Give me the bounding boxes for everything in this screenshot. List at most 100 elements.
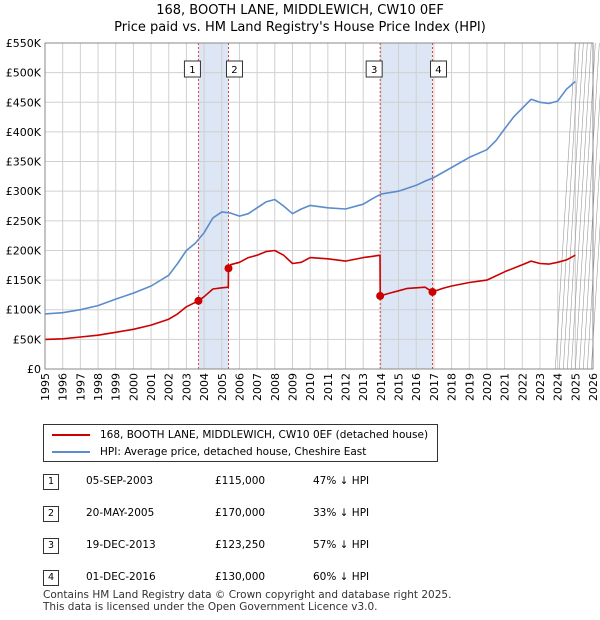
x-tick-label: 2019 (463, 373, 476, 401)
y-tick-label: £400K (6, 126, 42, 139)
x-tick-label: 2014 (375, 373, 388, 401)
hatch-line (571, 42, 592, 370)
legend-item-hpi: HPI: Average price, detached house, Ches… (52, 444, 366, 460)
sale-label-box (183, 60, 201, 78)
sale-label-text: 4 (435, 65, 441, 76)
transaction-number: 1 (43, 474, 59, 490)
x-tick-label: 2005 (216, 373, 229, 401)
x-tick-label: 2020 (481, 373, 494, 401)
y-tick-label: £50K (13, 333, 42, 346)
transaction-price: £115,000 (215, 475, 266, 487)
y-tick-label: £450K (6, 96, 42, 109)
hatch-line (575, 42, 596, 370)
sale-label-text: 1 (189, 65, 195, 76)
x-tick-label: 2018 (446, 373, 459, 401)
x-tick-label: 2026 (587, 373, 600, 401)
transaction-price: £170,000 (215, 507, 266, 519)
sale-marker (428, 287, 437, 296)
sale-markers (194, 264, 437, 305)
x-tick-label: 1997 (74, 373, 87, 401)
x-tick-label: 2010 (304, 373, 317, 401)
sale-label-box (225, 60, 243, 78)
x-tick-label: 1998 (92, 373, 105, 401)
highlight-band (198, 43, 229, 369)
sale-marker (194, 296, 203, 305)
y-tick-label: £250K (6, 215, 42, 228)
transaction-row: 1 05-SEP-2003 £115,000 47% ↓ HPI (43, 472, 563, 492)
x-tick-label: 2002 (163, 373, 176, 401)
axes (44, 42, 594, 370)
x-tick-label: 2024 (552, 373, 565, 401)
highlight-band (380, 43, 433, 369)
x-tick-label: 2011 (322, 373, 335, 401)
transaction-number: 3 (43, 538, 59, 554)
x-tick-label: 2016 (410, 373, 423, 401)
x-tick-label: 2013 (357, 373, 370, 401)
hatch-line (563, 42, 584, 370)
transaction-date: 19-DEC-2013 (86, 539, 156, 551)
transaction-hpi-diff: 33% ↓ HPI (313, 507, 370, 519)
sale-marker (224, 264, 233, 273)
sale-label-text: 3 (371, 65, 377, 76)
transaction-hpi-diff: 60% ↓ HPI (313, 571, 370, 583)
x-tick-label: 2007 (251, 373, 264, 401)
chart-legend: 168, BOOTH LANE, MIDDLEWICH, CW10 0EF (d… (43, 424, 438, 462)
sale-number-labels: 1 2 3 4 (183, 60, 447, 78)
transaction-date: 05-SEP-2003 (86, 475, 154, 487)
tick-labels: £0 £50K £100K £150K £200K £250K £300K £350K £400… (6, 37, 600, 401)
legend-swatch-blue (52, 451, 90, 453)
legend-label-property: 168, BOOTH LANE, MIDDLEWICH, CW10 0EF (d… (100, 429, 429, 441)
x-tick-label: 1996 (57, 373, 70, 401)
legend-item-property: 168, BOOTH LANE, MIDDLEWICH, CW10 0EF (d… (52, 427, 428, 443)
footer-attribution: Contains HM Land Registry data © Crown c… (43, 589, 451, 613)
legend-label-hpi: HPI: Average price, detached house, Ches… (100, 446, 367, 458)
x-tick-label: 2000 (127, 373, 140, 401)
y-tick-label: £100K (6, 304, 42, 317)
x-tick-label: 2021 (499, 373, 512, 401)
y-tick-label: £150K (6, 274, 42, 287)
transaction-date: 01-DEC-2016 (86, 571, 156, 583)
x-tick-label: 2008 (269, 373, 282, 401)
y-tick-label: £350K (6, 156, 42, 169)
plot-frame (44, 42, 594, 370)
footer-licence: This data is licensed under the Open Gov… (43, 601, 378, 613)
x-tick-label: 2004 (198, 373, 211, 401)
footer-copyright: Contains HM Land Registry data © Crown c… (43, 589, 452, 601)
hatch-line (579, 42, 600, 370)
hatch-line (559, 42, 580, 370)
price-paid-line (44, 249, 576, 341)
x-tick-label: 2003 (180, 373, 193, 401)
hatch-line (567, 42, 588, 370)
y-tick-label: £0 (27, 363, 41, 376)
transaction-date: 20-MAY-2005 (86, 507, 155, 519)
transaction-price: £130,000 (215, 571, 266, 583)
sale-label-box (365, 60, 383, 78)
chart-subtitle: Price paid vs. HM Land Registry's House … (114, 20, 486, 35)
y-tick-label: £200K (6, 244, 42, 257)
y-tick-label: £550K (6, 37, 42, 50)
x-tick-label: 2022 (516, 373, 529, 401)
y-tick-label: £300K (6, 185, 42, 198)
transaction-hpi-diff: 47% ↓ HPI (313, 475, 370, 487)
x-tick-label: 2017 (428, 373, 441, 401)
legend-swatch-red (52, 434, 90, 436)
x-tick-label: 2025 (569, 373, 582, 401)
transaction-row: 4 01-DEC-2016 £130,000 60% ↓ HPI (43, 568, 563, 588)
x-tick-label: 1999 (110, 373, 123, 401)
hatch-line (587, 157, 600, 370)
transaction-number: 2 (43, 506, 59, 522)
sale-label-box (429, 60, 447, 78)
x-tick-label: 2001 (145, 373, 158, 401)
transaction-price: £123,250 (215, 539, 266, 551)
x-tick-label: 2009 (286, 373, 299, 401)
hatch-line (591, 222, 600, 370)
hpi-line (44, 80, 576, 315)
transaction-number: 4 (43, 570, 59, 586)
sale-label-text: 2 (231, 65, 237, 76)
series-lines (44, 80, 576, 341)
transaction-hpi-diff: 57% ↓ HPI (313, 539, 370, 551)
chart-title-address: 168, BOOTH LANE, MIDDLEWICH, CW10 0EF (156, 3, 444, 18)
sale-marker (376, 291, 385, 300)
x-tick-label: 2012 (340, 373, 353, 401)
x-tick-label: 2006 (233, 373, 246, 401)
